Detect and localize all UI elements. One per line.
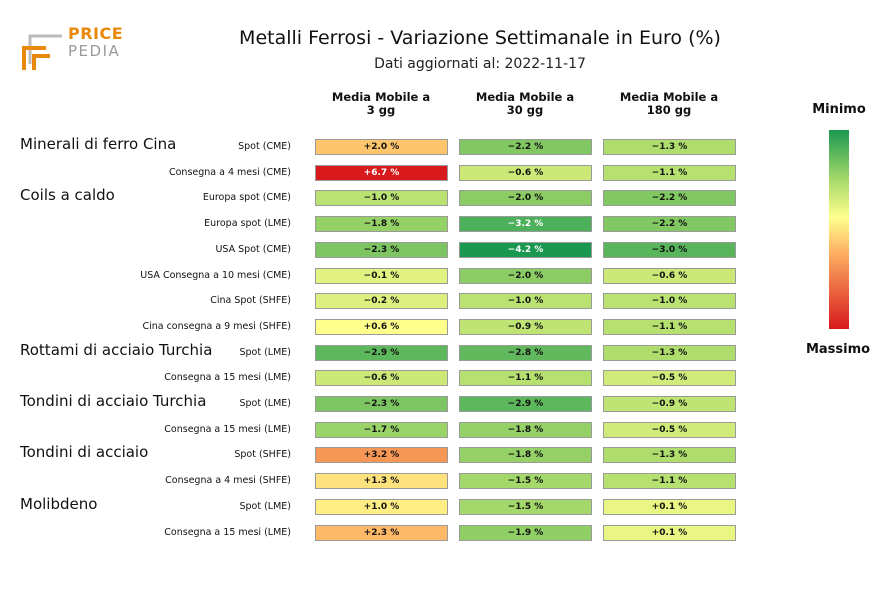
- row-label: Consegna a 15 mesi (LME): [164, 423, 291, 435]
- heatmap-cell: −2.8 %: [459, 344, 592, 361]
- row-label: USA Consegna a 10 mesi (CME): [140, 269, 291, 281]
- heatmap-cell: −1.3 %: [603, 447, 736, 464]
- group-label: Tondini di acciaio Turchia: [20, 392, 207, 410]
- heatmap-cell: −1.1 %: [603, 318, 736, 335]
- heatmap-cell: −2.0 %: [459, 267, 592, 284]
- heatmap-cell: −0.9 %: [603, 396, 736, 412]
- heatmap-cell: −3.2 %: [459, 216, 592, 233]
- heatmap-cell: −4.2 %: [459, 241, 592, 258]
- logo-text-pedia: PEDIA: [68, 42, 121, 60]
- heatmap-cell: −2.0 %: [459, 190, 592, 207]
- group-label: Minerali di ferro Cina: [20, 135, 177, 153]
- column-header: Media Mobile a 3 gg: [331, 90, 431, 117]
- group-label: Tondini di acciaio: [20, 443, 149, 462]
- colorbar: [829, 130, 849, 329]
- heatmap-cell: −1.3 %: [603, 344, 736, 361]
- heatmap-cell: −1.1 %: [459, 370, 592, 387]
- row-label: Spot (LME): [239, 500, 291, 512]
- row-label: Europa spot (LME): [204, 218, 291, 230]
- heatmap-cell: −0.5 %: [603, 370, 736, 387]
- heatmap-cell: +1.3 %: [315, 473, 448, 490]
- heatmap-cell: −1.3 %: [603, 139, 736, 155]
- row-label: Spot (LME): [239, 346, 291, 358]
- heatmap-cell: −1.8 %: [459, 421, 592, 438]
- row-label: Spot (SHFE): [234, 449, 291, 461]
- heatmap-cell: −1.1 %: [603, 164, 736, 181]
- heatmap-cell: +2.0 %: [315, 139, 448, 155]
- heatmap-cell: −0.1 %: [315, 267, 448, 284]
- group-label: Molibdeno: [20, 494, 98, 513]
- heatmap-cell: −2.3 %: [315, 396, 448, 412]
- logo-mark-icon: [22, 34, 62, 70]
- heatmap-cell: −1.1 %: [603, 473, 736, 490]
- row-label: Spot (CME): [238, 141, 291, 152]
- heatmap-cell: +3.2 %: [315, 447, 448, 464]
- heatmap-cell: −0.6 %: [315, 370, 448, 387]
- heatmap-cell: −1.5 %: [459, 473, 592, 490]
- heatmap-cell: −2.9 %: [315, 344, 448, 361]
- heatmap-cell: −2.3 %: [315, 241, 448, 258]
- group-label: Rottami di acciaio Turchia: [20, 340, 213, 359]
- row-label: Consegna a 15 mesi (LME): [164, 372, 291, 384]
- heatmap-cell: −3.0 %: [603, 241, 736, 258]
- logo-text-price: PRICE: [68, 24, 124, 43]
- heatmap-cell: +0.1 %: [603, 498, 736, 515]
- heatmap-cell: −2.2 %: [459, 139, 592, 155]
- column-header: Media Mobile a 30 gg: [475, 90, 575, 117]
- row-label: Europa spot (CME): [202, 192, 291, 204]
- heatmap-cell: −2.2 %: [603, 190, 736, 207]
- heatmap-cell: −1.8 %: [459, 447, 592, 464]
- heatmap-cell: −1.7 %: [315, 421, 448, 438]
- heatmap-cell: −0.6 %: [459, 164, 592, 181]
- group-label: Coils a caldo: [20, 186, 115, 205]
- row-label: Consegna a 4 mesi (SHFE): [165, 475, 291, 487]
- heatmap-cell: −1.9 %: [459, 524, 592, 541]
- chart-title: Metalli Ferrosi - Variazione Settimanale…: [239, 27, 721, 49]
- colorbar-min-label: Minimo: [812, 102, 866, 117]
- heatmap-cell: +1.0 %: [315, 498, 448, 515]
- heatmap-cell: +0.6 %: [315, 318, 448, 335]
- heatmap-cell: −1.0 %: [315, 190, 448, 207]
- heatmap-cell: −0.5 %: [603, 421, 736, 438]
- heatmap-cell: +0.1 %: [603, 524, 736, 541]
- heatmap-cell: −0.6 %: [603, 267, 736, 284]
- row-label: USA Spot (CME): [215, 243, 291, 255]
- pricepedia-logo: PRICE PEDIA: [20, 24, 130, 74]
- heatmap-cell: −2.9 %: [459, 396, 592, 412]
- heatmap-cell: −1.0 %: [603, 293, 736, 310]
- row-label: Cina Spot (SHFE): [210, 295, 291, 307]
- heatmap-cell: −2.2 %: [603, 216, 736, 233]
- heatmap-cell: −1.5 %: [459, 498, 592, 515]
- heatmap-cell: −1.8 %: [315, 216, 448, 233]
- heatmap-cell: −1.0 %: [459, 293, 592, 310]
- heatmap-cell: +2.3 %: [315, 524, 448, 541]
- heatmap-cell: −0.2 %: [315, 293, 448, 310]
- row-label: Cina consegna a 9 mesi (SHFE): [142, 320, 291, 332]
- column-header: Media Mobile a 180 gg: [619, 90, 719, 117]
- row-label: Spot (LME): [239, 398, 291, 409]
- chart-subtitle: Dati aggiornati al: 2022-11-17: [374, 56, 586, 72]
- colorbar-max-label: Massimo: [805, 342, 871, 357]
- heatmap-cell: +6.7 %: [315, 164, 448, 181]
- heatmap-cell: −0.9 %: [459, 318, 592, 335]
- row-label: Consegna a 4 mesi (CME): [168, 166, 291, 178]
- row-label: Consegna a 15 mesi (LME): [164, 526, 291, 538]
